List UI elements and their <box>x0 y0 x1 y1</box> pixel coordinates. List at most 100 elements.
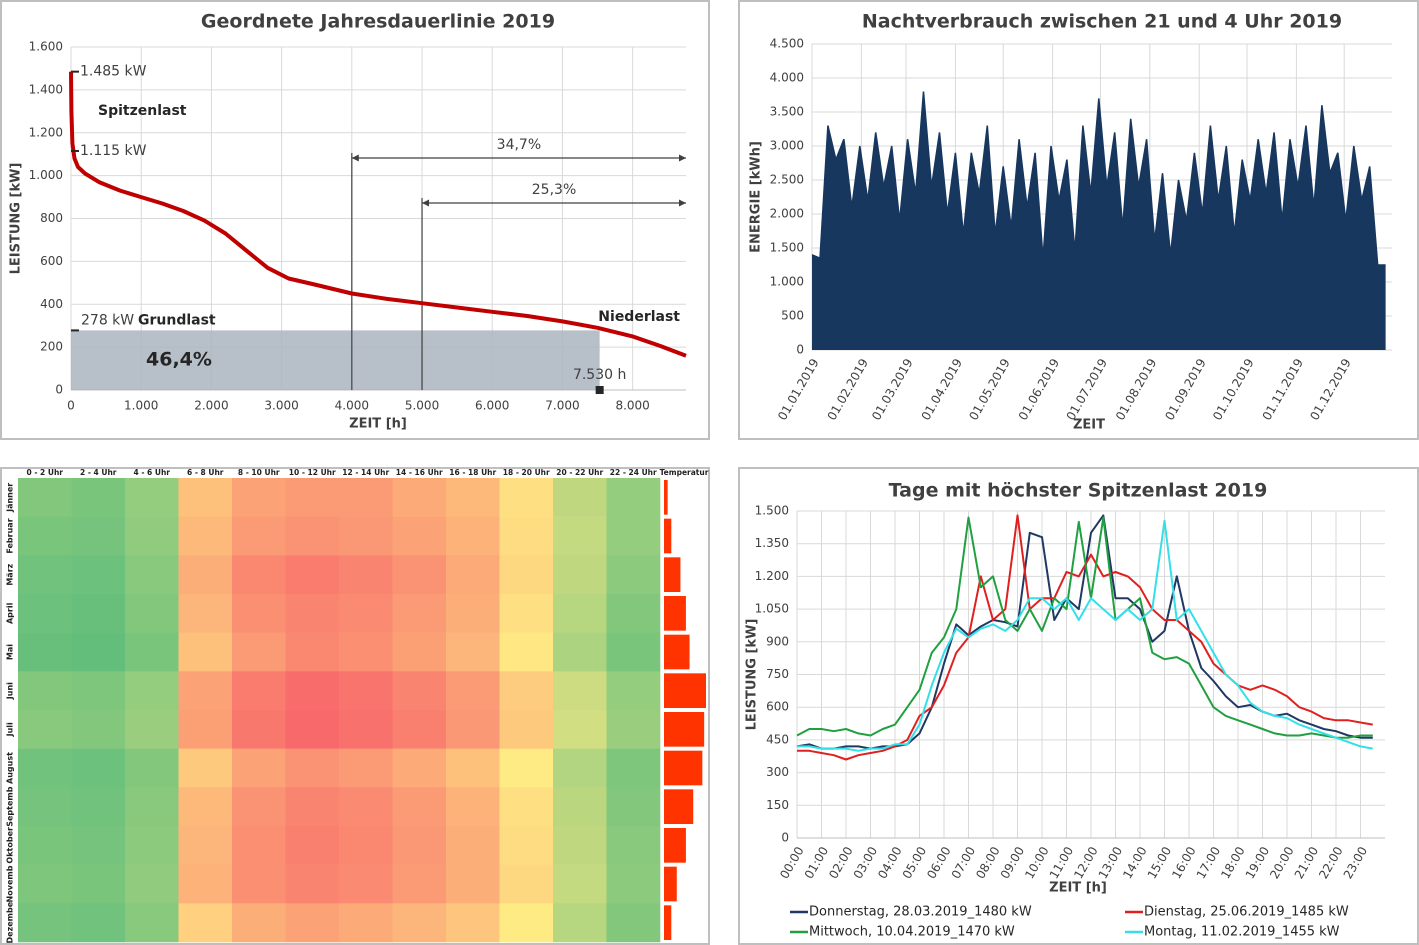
y-tick-label: 1.050 <box>755 602 789 616</box>
heat-cell <box>125 555 179 595</box>
x-tick-label: 0 <box>67 399 75 413</box>
y-tick-label: 0 <box>781 831 789 845</box>
heat-cell <box>392 478 447 517</box>
heat-cell <box>18 787 72 827</box>
heat-cell <box>71 594 126 633</box>
heat-cell <box>446 555 500 595</box>
x-tick-label: 2.000 <box>194 399 228 413</box>
legend-label: Montag, 11.02.2019_1455 kW <box>1144 925 1340 940</box>
column-label: 12 - 14 Uhr <box>342 468 389 477</box>
region-label: Spitzenlast <box>98 103 187 119</box>
y-tick-label: 450 <box>766 732 789 746</box>
heat-cell <box>553 594 607 633</box>
heat-cell <box>392 555 447 595</box>
column-label: 2 - 4 Uhr <box>80 468 117 477</box>
y-tick-label: 1.000 <box>29 168 63 182</box>
y-tick-label: 600 <box>766 700 789 714</box>
heat-cell <box>392 826 447 865</box>
heat-cell <box>232 710 286 749</box>
row-label: Februar <box>6 518 15 553</box>
x-tick-label: 6.000 <box>475 399 509 413</box>
heat-cell <box>18 516 72 556</box>
y-axis-label: ENERGIE [kWh] <box>749 141 764 253</box>
share-label: 34,7% <box>497 137 541 153</box>
heat-cell <box>125 864 179 904</box>
x-axis-label: ZEIT <box>1073 418 1105 433</box>
heat-cell <box>18 671 72 711</box>
heat-cell <box>71 903 126 943</box>
base-load-label: 278 kW <box>81 312 134 328</box>
row-label: Dezembe <box>6 901 15 943</box>
y-tick-label: 1.600 <box>29 40 63 54</box>
y-tick-label: 0 <box>55 383 63 397</box>
column-label: 4 - 6 Uhr <box>133 468 170 477</box>
heat-cell <box>285 826 340 865</box>
heat-cell <box>232 594 286 633</box>
heat-cell <box>499 478 554 517</box>
y-tick-label: 800 <box>40 211 63 225</box>
heat-cell <box>178 478 233 517</box>
heat-cell <box>285 555 340 595</box>
y-tick-label: 4.000 <box>770 71 804 85</box>
peak-label: 1.115 kW <box>80 143 147 159</box>
temperature-label: Temperatur <box>660 468 709 477</box>
heat-cell <box>339 555 393 595</box>
heat-cell <box>178 826 233 865</box>
heat-cell <box>232 516 286 556</box>
base-load-hours-marker <box>595 386 604 394</box>
heat-cell <box>71 787 126 827</box>
y-tick-label: 2.000 <box>770 207 804 221</box>
heat-cell <box>178 555 233 595</box>
heat-cell <box>285 864 340 904</box>
base-load-area <box>71 330 600 390</box>
heat-cell <box>606 903 661 943</box>
heat-cell <box>285 594 340 633</box>
heat-cell <box>178 748 233 788</box>
heat-cell <box>71 478 126 517</box>
heat-cell <box>178 710 233 749</box>
temperature-bar <box>664 750 703 786</box>
base-load-share: 46,4% <box>146 349 212 371</box>
heat-cell <box>232 671 286 711</box>
heat-cell <box>339 864 393 904</box>
temperature-bar <box>664 596 686 631</box>
heat-cell <box>606 864 661 904</box>
row-label: Oktober <box>6 827 15 864</box>
heat-cell <box>285 516 340 556</box>
heat-cell <box>553 478 607 517</box>
legend-label: Dienstag, 25.06.2019_1485 kW <box>1144 905 1349 920</box>
y-tick-label: 200 <box>40 340 63 354</box>
y-axis-label: LEISTUNG [kW] <box>745 619 760 731</box>
x-tick-label: 7.000 <box>545 399 579 413</box>
column-label: 10 - 12 Uhr <box>289 468 336 477</box>
heat-cell <box>71 864 126 904</box>
heat-cell <box>71 748 126 788</box>
heat-cell <box>125 516 179 556</box>
chart-title: Geordnete Jahresdauerlinie 2019 <box>201 11 555 33</box>
heat-cell <box>71 710 126 749</box>
temperature-bar <box>664 905 672 940</box>
heat-cell <box>446 478 500 517</box>
x-tick-label: 3.000 <box>264 399 298 413</box>
heat-cell <box>606 671 661 711</box>
panel <box>738 467 1419 945</box>
heat-cell <box>392 864 447 904</box>
heat-cell <box>178 594 233 633</box>
area-line <box>811 91 1386 266</box>
x-tick-label: 4.000 <box>335 399 369 413</box>
chart-title: Nachtverbrauch zwischen 21 und 4 Uhr 201… <box>862 11 1342 33</box>
x-axis-label: ZEIT [h] <box>1049 881 1107 896</box>
heat-cell <box>232 903 286 943</box>
chart-title: Tage mit höchster Spitzenlast 2019 <box>889 480 1268 502</box>
column-label: 0 - 2 Uhr <box>26 468 63 477</box>
heat-cell <box>499 903 554 943</box>
heat-cell <box>446 903 500 943</box>
heat-cell <box>178 864 233 904</box>
heat-cell <box>71 632 126 672</box>
heat-cell <box>606 632 661 672</box>
temperature-bar <box>664 518 672 554</box>
heat-cell <box>339 478 393 517</box>
heat-cell <box>71 826 126 865</box>
heat-cell <box>178 903 233 943</box>
heat-cell <box>606 710 661 749</box>
